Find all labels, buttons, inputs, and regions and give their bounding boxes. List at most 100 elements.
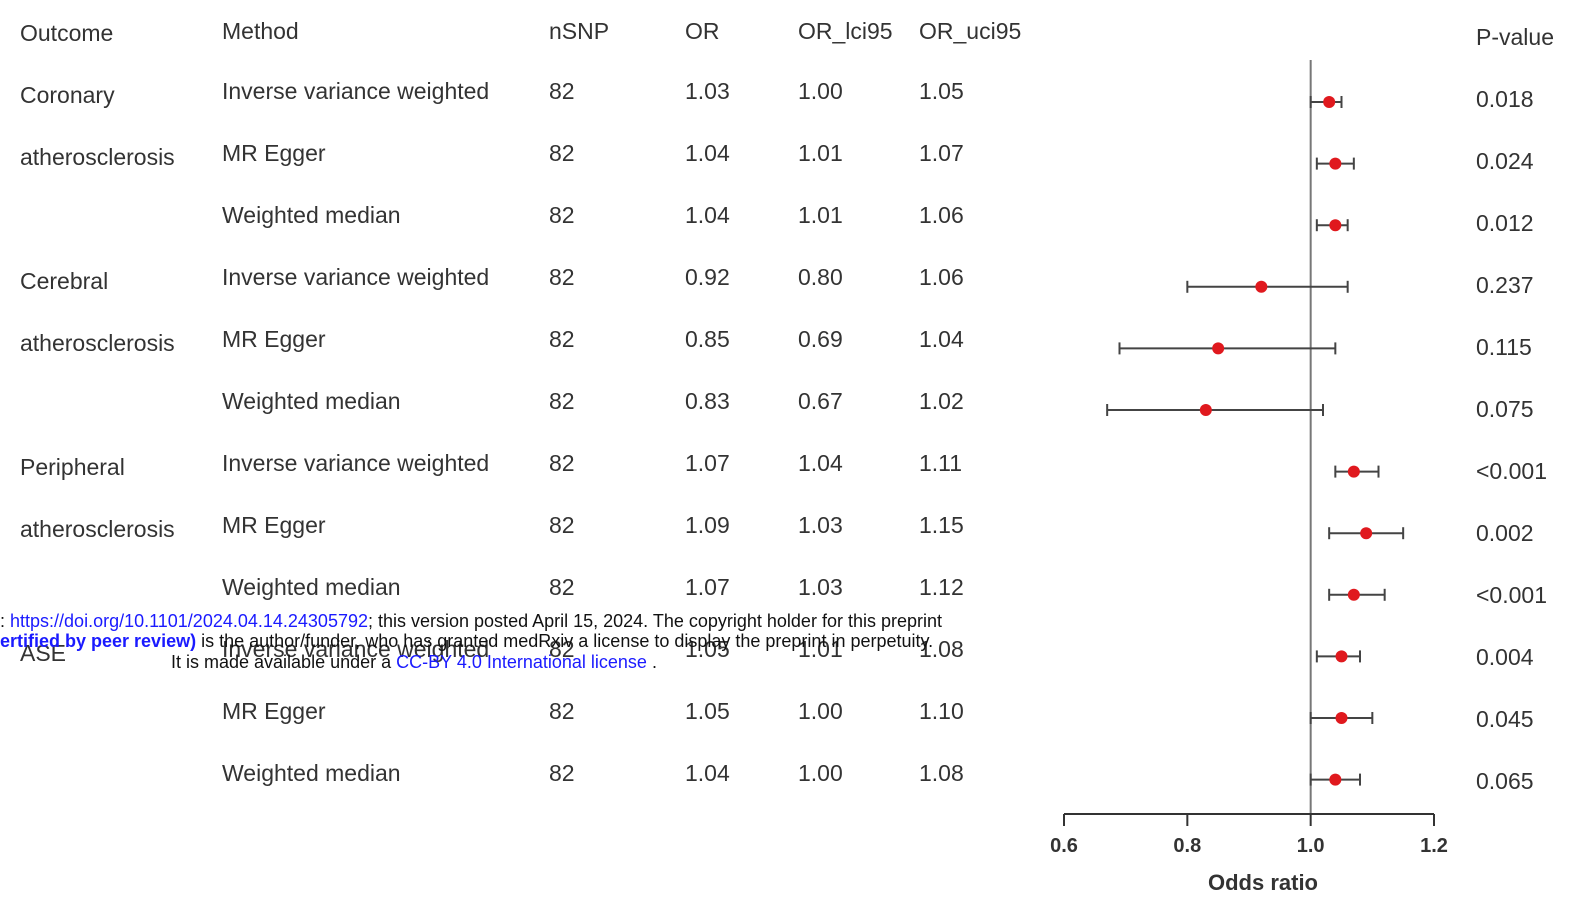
- header-outcome: Outcome: [20, 20, 114, 46]
- nsnp-cell: 82: [549, 636, 575, 662]
- or-cell: 0.85: [685, 326, 730, 352]
- pvalue-cell: 0.045: [1476, 706, 1534, 732]
- pvalue-cell: <0.001: [1476, 458, 1547, 484]
- or-point: [1347, 588, 1360, 601]
- method-cell: Weighted median: [222, 574, 401, 600]
- x-tick-label: 1.0: [1297, 835, 1325, 857]
- method-cell: MR Egger: [222, 698, 326, 724]
- notice-line-2-rest: is the author/funder, who has granted me…: [196, 631, 934, 651]
- notice-line-3-prefix: It is made available under a: [171, 652, 397, 672]
- nsnp-cell: 82: [549, 388, 575, 414]
- or-lci95-cell: 1.01: [798, 140, 843, 166]
- notice-line-3-suffix: .: [646, 652, 657, 672]
- x-tick-label: 0.6: [1050, 835, 1078, 857]
- or-uci95-cell: 1.04: [919, 326, 964, 352]
- or-point: [1335, 650, 1348, 663]
- or-uci95-cell: 1.15: [919, 512, 964, 538]
- or-point: [1329, 773, 1342, 786]
- method-cell: MR Egger: [222, 326, 326, 352]
- or-cell: 1.07: [685, 574, 730, 600]
- or-lci95-cell: 1.01: [798, 202, 843, 228]
- or-point: [1347, 465, 1360, 478]
- nsnp-cell: 82: [549, 698, 575, 724]
- outcome-cell: Peripheral: [20, 454, 125, 480]
- x-tick-label: 0.8: [1173, 835, 1201, 857]
- or-point: [1212, 342, 1225, 355]
- notice-line-2: ertified by peer review) is the author/f…: [0, 632, 933, 650]
- or-lci95-cell: 0.67: [798, 388, 843, 414]
- pvalue-cell: 0.012: [1476, 210, 1534, 236]
- method-cell: Inverse variance weighted: [222, 78, 490, 104]
- outcome-cell: atherosclerosis: [20, 144, 175, 170]
- x-axis-label: Odds ratio: [1208, 870, 1318, 895]
- method-cell: MR Egger: [222, 140, 326, 166]
- or-cell: 1.05: [685, 636, 730, 662]
- or-point: [1323, 96, 1336, 108]
- header-nsnp: nSNP: [549, 18, 610, 44]
- pvalue-cell: 0.065: [1476, 768, 1534, 794]
- nsnp-cell: 82: [549, 202, 575, 228]
- or-lci95-cell: 1.04: [798, 450, 843, 476]
- or-cell: 1.04: [685, 140, 730, 166]
- or-lci95-cell: 1.03: [798, 574, 843, 600]
- method-cell: Inverse variance weighted: [222, 636, 490, 662]
- notice-line-1: : https://doi.org/10.1101/2024.04.14.243…: [0, 612, 942, 630]
- or-uci95-cell: 1.05: [919, 78, 964, 104]
- or-lci95-cell: 1.00: [798, 78, 843, 104]
- method-cell: MR Egger: [222, 512, 326, 538]
- method-cell: Inverse variance weighted: [222, 450, 490, 476]
- or-uci95-cell: 1.08: [919, 760, 964, 786]
- outcome-cell: Coronary: [20, 82, 115, 108]
- notice-line-2-bold: ertified by peer review): [0, 631, 197, 651]
- or-cell: 0.83: [685, 388, 730, 414]
- license-link[interactable]: CC-BY 4.0 International license: [396, 652, 647, 672]
- method-cell: Inverse variance weighted: [222, 264, 490, 290]
- or-cell: 1.04: [685, 760, 730, 786]
- pvalue-cell: 0.018: [1476, 86, 1534, 112]
- or-point: [1199, 404, 1212, 416]
- outcome-cell: Cerebral: [20, 268, 109, 294]
- or-lci95-cell: 1.01: [798, 636, 843, 662]
- x-tick-label: 1.2: [1420, 835, 1448, 857]
- nsnp-cell: 82: [549, 264, 575, 290]
- or-point: [1255, 280, 1268, 293]
- notice-line-1-suffix: ; this version posted April 15, 2024. Th…: [368, 611, 942, 631]
- or-uci95-cell: 1.06: [919, 202, 964, 228]
- header-or: OR: [685, 18, 720, 44]
- header-method: Method: [222, 18, 299, 44]
- pvalue-cell: 0.115: [1476, 334, 1532, 360]
- pvalue-cell: 0.024: [1476, 148, 1534, 174]
- or-uci95-cell: 1.08: [919, 636, 964, 662]
- nsnp-cell: 82: [549, 760, 575, 786]
- outcome-cell: ASE: [20, 640, 67, 666]
- method-cell: Weighted median: [222, 202, 401, 228]
- or-uci95-cell: 1.12: [919, 574, 964, 600]
- header-pvalue: P-value: [1476, 24, 1554, 50]
- notice-line-1-prefix: :: [0, 611, 11, 631]
- nsnp-cell: 82: [549, 140, 575, 166]
- pvalue-cell: 0.237: [1476, 272, 1534, 298]
- pvalue-cell: 0.075: [1476, 396, 1534, 422]
- pvalue-cell: 0.002: [1476, 520, 1534, 546]
- method-cell: Weighted median: [222, 388, 401, 414]
- or-cell: 1.09: [685, 512, 730, 538]
- doi-link[interactable]: https://doi.org/10.1101/2024.04.14.24305…: [10, 611, 368, 631]
- or-cell: 0.92: [685, 264, 730, 290]
- or-cell: 1.03: [685, 78, 730, 104]
- outcome-cell: atherosclerosis: [20, 516, 175, 542]
- nsnp-cell: 82: [549, 512, 575, 538]
- or-cell: 1.04: [685, 202, 730, 228]
- pvalue-cell: <0.001: [1476, 582, 1547, 608]
- nsnp-cell: 82: [549, 574, 575, 600]
- or-uci95-cell: 1.06: [919, 264, 964, 290]
- or-point: [1360, 527, 1373, 540]
- header-or-uci95: OR_uci95: [919, 18, 1022, 44]
- notice-line-3: It is made available under a CC-BY 4.0 I…: [171, 653, 657, 671]
- pvalue-cell: 0.004: [1476, 644, 1534, 670]
- or-point: [1335, 712, 1348, 724]
- or-lci95-cell: 1.00: [798, 760, 843, 786]
- or-lci95-cell: 0.69: [798, 326, 843, 352]
- header-or-lci95: OR_lci95: [798, 18, 893, 44]
- nsnp-cell: 82: [549, 326, 575, 352]
- outcome-cell: atherosclerosis: [20, 330, 175, 356]
